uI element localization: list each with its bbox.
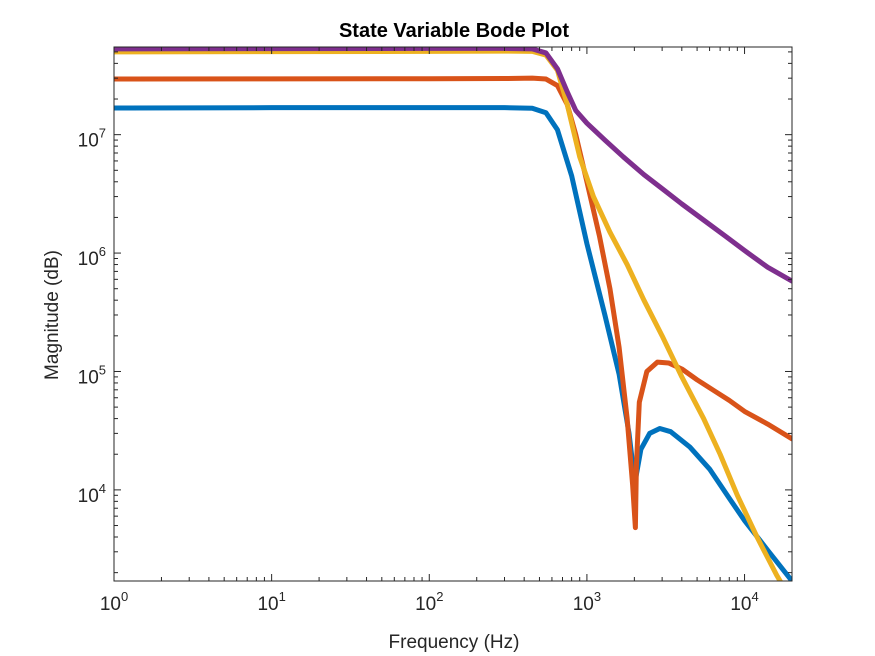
y-tick-label: 107 [78, 126, 106, 152]
series-line-2 [114, 75, 792, 531]
plot-frame [113, 46, 793, 582]
chart-title: State Variable Bode Plot [339, 20, 569, 42]
series-line-1 [114, 105, 792, 581]
x-tick-label: 103 [573, 589, 601, 615]
x-tick-label: 102 [415, 589, 443, 615]
x-tick-label: 104 [730, 589, 758, 615]
y-tick-label: 105 [78, 362, 106, 388]
y-tick-label: 106 [78, 244, 106, 270]
y-axis-label: Magnitude (dB) [42, 250, 63, 380]
series-line-4 [114, 47, 792, 284]
x-tick-label: 100 [100, 589, 128, 615]
y-tick-label: 104 [78, 481, 106, 507]
series-line-3 [114, 48, 784, 581]
x-axis-label: Frequency (Hz) [389, 632, 520, 653]
plot-area: 100 101 102 103 104 104 105 106 107 [78, 46, 793, 615]
x-tick-label: 101 [257, 589, 285, 615]
